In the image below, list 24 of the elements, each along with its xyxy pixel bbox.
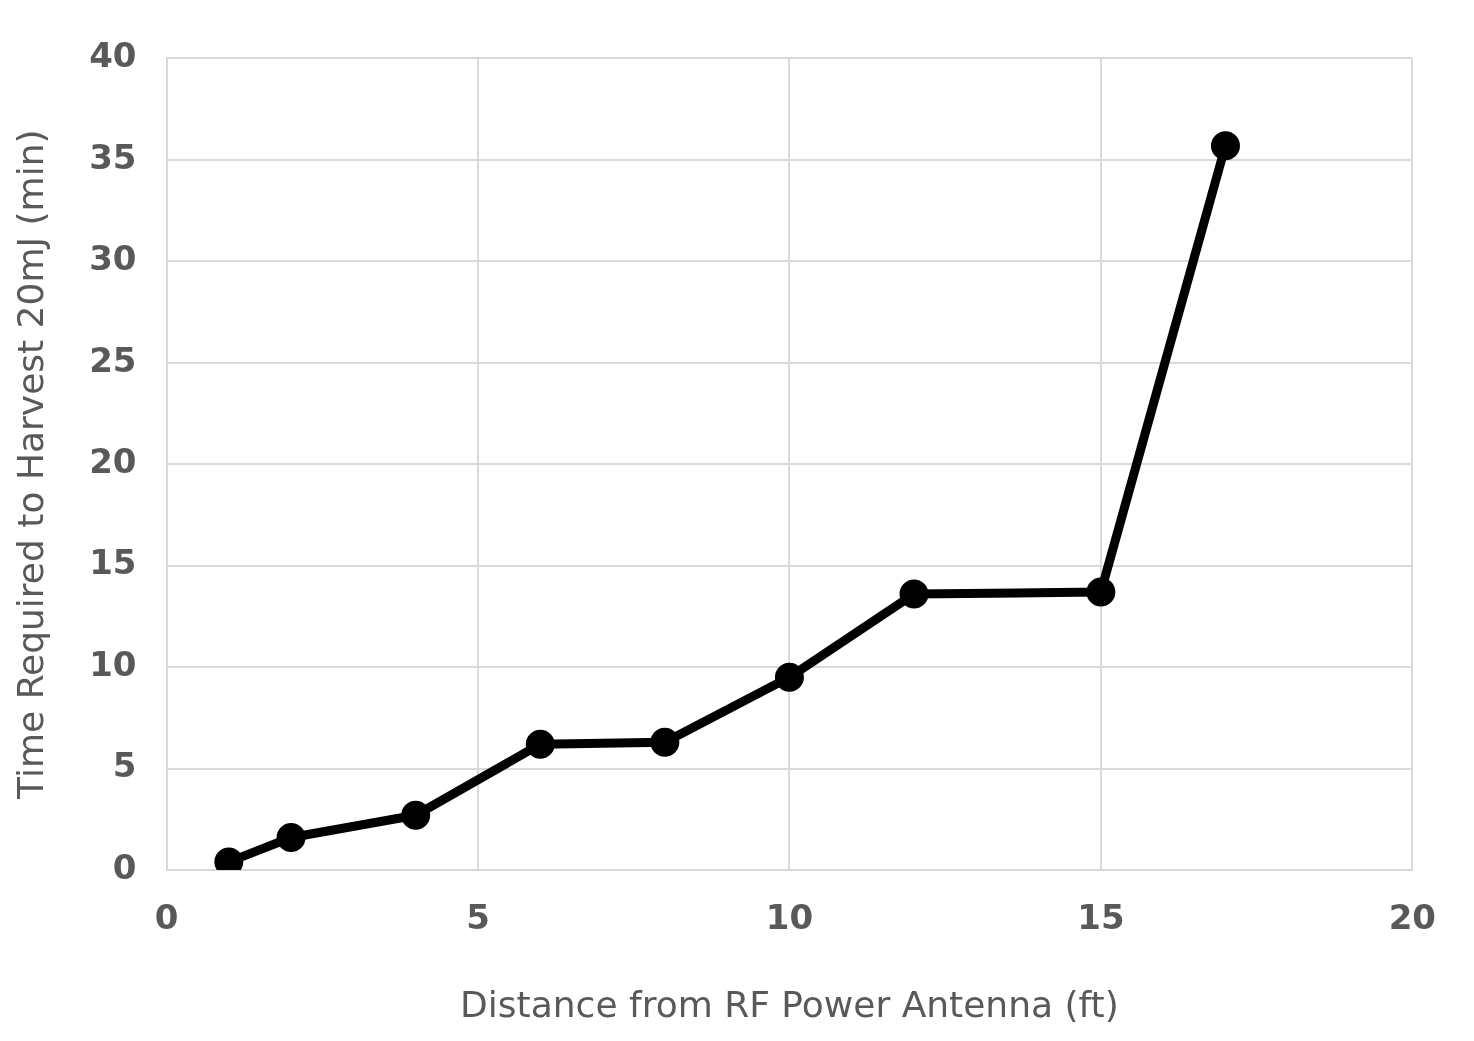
y-tick-label: 20 bbox=[89, 441, 137, 482]
point bbox=[276, 823, 306, 853]
x-tick-label: 0 bbox=[154, 897, 179, 938]
y-tick-label: 30 bbox=[89, 238, 137, 279]
y-tick-label: 15 bbox=[89, 542, 137, 583]
point bbox=[401, 800, 431, 830]
y-tick-label: 5 bbox=[112, 745, 137, 786]
y-tick-label: 35 bbox=[89, 136, 137, 177]
point bbox=[1086, 577, 1116, 607]
point bbox=[525, 729, 555, 759]
y-tick-label: 0 bbox=[112, 846, 137, 887]
y-tick-label: 10 bbox=[89, 643, 137, 684]
point bbox=[1210, 131, 1240, 161]
x-axis-title: Distance from RF Power Antenna (ft) bbox=[460, 983, 1119, 1025]
x-tick-label: 15 bbox=[1077, 897, 1125, 938]
point bbox=[650, 727, 680, 757]
x-tick-label: 10 bbox=[765, 897, 814, 938]
y-axis-title: Time Required to Harvest 20mJ (min) bbox=[9, 129, 51, 800]
x-tick-label: 5 bbox=[466, 897, 490, 938]
y-tick-label: 25 bbox=[89, 339, 137, 380]
y-tick-label: 40 bbox=[89, 35, 137, 76]
point bbox=[899, 579, 929, 609]
x-tick-label: 20 bbox=[1388, 897, 1437, 938]
point bbox=[774, 662, 804, 692]
